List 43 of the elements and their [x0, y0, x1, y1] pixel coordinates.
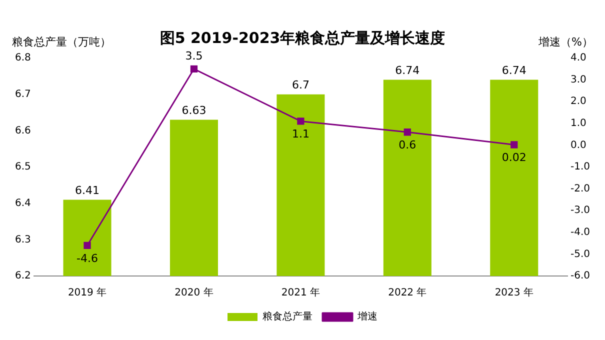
legend-label: 增速: [356, 310, 378, 323]
data-label: 0.02: [502, 151, 526, 164]
y2-tick-label: 1.0: [570, 118, 586, 129]
data-label: 3.5: [185, 49, 203, 62]
y-tick-label: 6.3: [14, 234, 31, 246]
y2-tick-label: 4.0: [570, 52, 586, 64]
y-tick-label: 6.8: [14, 52, 31, 64]
x-tick-label: 2021 年: [281, 286, 320, 299]
y2-axis-title: 增速（%）: [538, 35, 593, 48]
y-tick-label: 6.4: [14, 198, 31, 209]
data-label: 6.74: [395, 64, 420, 78]
data-label: -4.6: [76, 252, 98, 265]
y2-tick-label: -1.0: [570, 162, 590, 173]
data-label: 1.1: [292, 128, 310, 141]
y-axis-title: 粮食总产量（万吨）: [12, 35, 111, 48]
y2-tick-label: 0.0: [570, 140, 586, 151]
x-tick-label: 2020 年: [174, 286, 214, 299]
y2-tick-label: -5.0: [570, 248, 590, 260]
data-label: 6.74: [502, 64, 526, 78]
y-tick-label: 6.7: [14, 88, 31, 100]
point: [510, 141, 518, 148]
data-label: 0.6: [398, 138, 416, 152]
data-label: 6.63: [182, 104, 206, 118]
y-tick-label: 6.5: [14, 162, 31, 173]
x-tick-label: 2019 年: [68, 286, 107, 299]
y-tick-label: 6.2: [14, 270, 31, 282]
x-tick-label: 2023 年: [494, 286, 534, 299]
point: [404, 128, 411, 136]
point: [84, 242, 91, 250]
y2-tick-label: -4.0: [570, 226, 590, 238]
point: [297, 118, 304, 125]
data-label: 6.41: [75, 184, 100, 198]
chart-title: 图5 2019-2023年粮食总产量及增长速度: [160, 28, 446, 47]
y2-tick-label: -2.0: [570, 183, 590, 194]
data-label: 6.7: [292, 78, 310, 92]
y2-tick-label: -6.0: [570, 270, 590, 282]
point: [190, 65, 198, 72]
y2-tick-label: -3.0: [570, 205, 590, 216]
y2-tick-label: 2.0: [570, 96, 586, 108]
y-tick-label: 6.6: [14, 125, 31, 136]
y2-tick-label: 3.0: [570, 74, 586, 86]
x-tick-label: 2022 年: [388, 286, 427, 299]
legend-label: 粮食总产量: [262, 310, 312, 323]
